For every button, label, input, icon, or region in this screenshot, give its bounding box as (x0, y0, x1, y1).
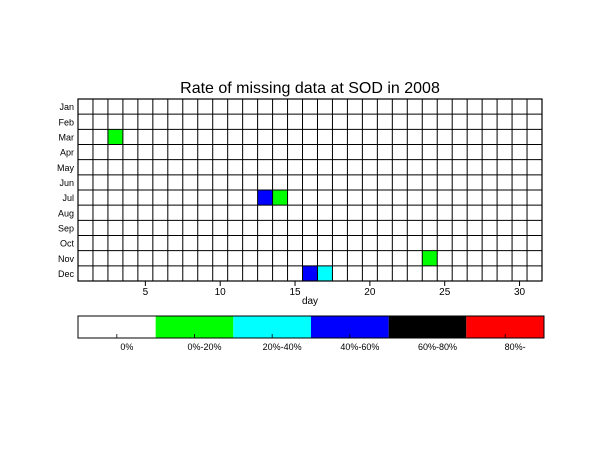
heatmap-cell-jul-14 (272, 190, 288, 206)
colorbar-swatch-4 (388, 316, 467, 338)
x-tick-label-30: 30 (514, 287, 526, 298)
colorbar-label-1: 0%-20% (187, 342, 221, 352)
colorbar-label-4: 60%-80% (418, 342, 457, 352)
x-axis-label: day (302, 296, 318, 307)
x-tick-label-25: 25 (439, 287, 451, 298)
heatmap-plot: Jan Feb Mar Apr May Jun Jul Aug Sep Oct Nov Dec 5 10 1… (57, 98, 543, 298)
y-tick-label-nov: Nov (58, 254, 75, 264)
y-tick-label-jan: Jan (59, 102, 74, 112)
colorbar-swatch-5 (466, 316, 544, 338)
colorbar-swatch-1 (155, 316, 234, 338)
y-tick-label-oct: Oct (60, 239, 75, 249)
y-tick-label-sep: Sep (58, 223, 74, 233)
heatmap-cell-jul-13 (257, 190, 273, 206)
y-tick-label-feb: Feb (58, 117, 74, 127)
heatmap-cell-dec-16 (302, 265, 318, 281)
chart-title: Rate of missing data at SOD in 2008 (180, 80, 440, 97)
heatmap-cell-nov-24 (422, 250, 438, 266)
colorbar-frame (77, 315, 545, 339)
colorbar-label-0: 0% (120, 342, 133, 352)
y-tick-label-apr: Apr (60, 148, 74, 158)
colorbar-label-2: 20%-40% (263, 342, 302, 352)
colorbar: 0% 0%-20% 20%-40% 40%-60% 60%-80% 80%- (77, 315, 545, 352)
heatmap-cell-dec-17 (317, 265, 333, 281)
y-tick-label-dec: Dec (58, 269, 75, 279)
plot-frame (77, 98, 543, 282)
x-tick-label-5: 5 (143, 287, 149, 298)
x-tick-label-20: 20 (364, 287, 376, 298)
colorbar-swatch-2 (233, 316, 311, 338)
x-tick-label-10: 10 (215, 287, 227, 298)
colorbar-label-5: 80%- (505, 342, 526, 352)
colorbar-label-3: 40%-60% (340, 342, 379, 352)
y-tick-label-mar: Mar (59, 132, 75, 142)
x-tick-label-15: 15 (289, 287, 301, 298)
heatmap-cell-mar-3 (107, 129, 123, 145)
colorbar-swatch-0 (78, 316, 156, 338)
colorbar-swatch-3 (311, 316, 389, 338)
y-tick-label-may: May (57, 163, 75, 173)
y-tick-label-jun: Jun (59, 178, 74, 188)
y-tick-label-jul: Jul (62, 193, 74, 203)
y-tick-label-aug: Aug (58, 208, 74, 218)
